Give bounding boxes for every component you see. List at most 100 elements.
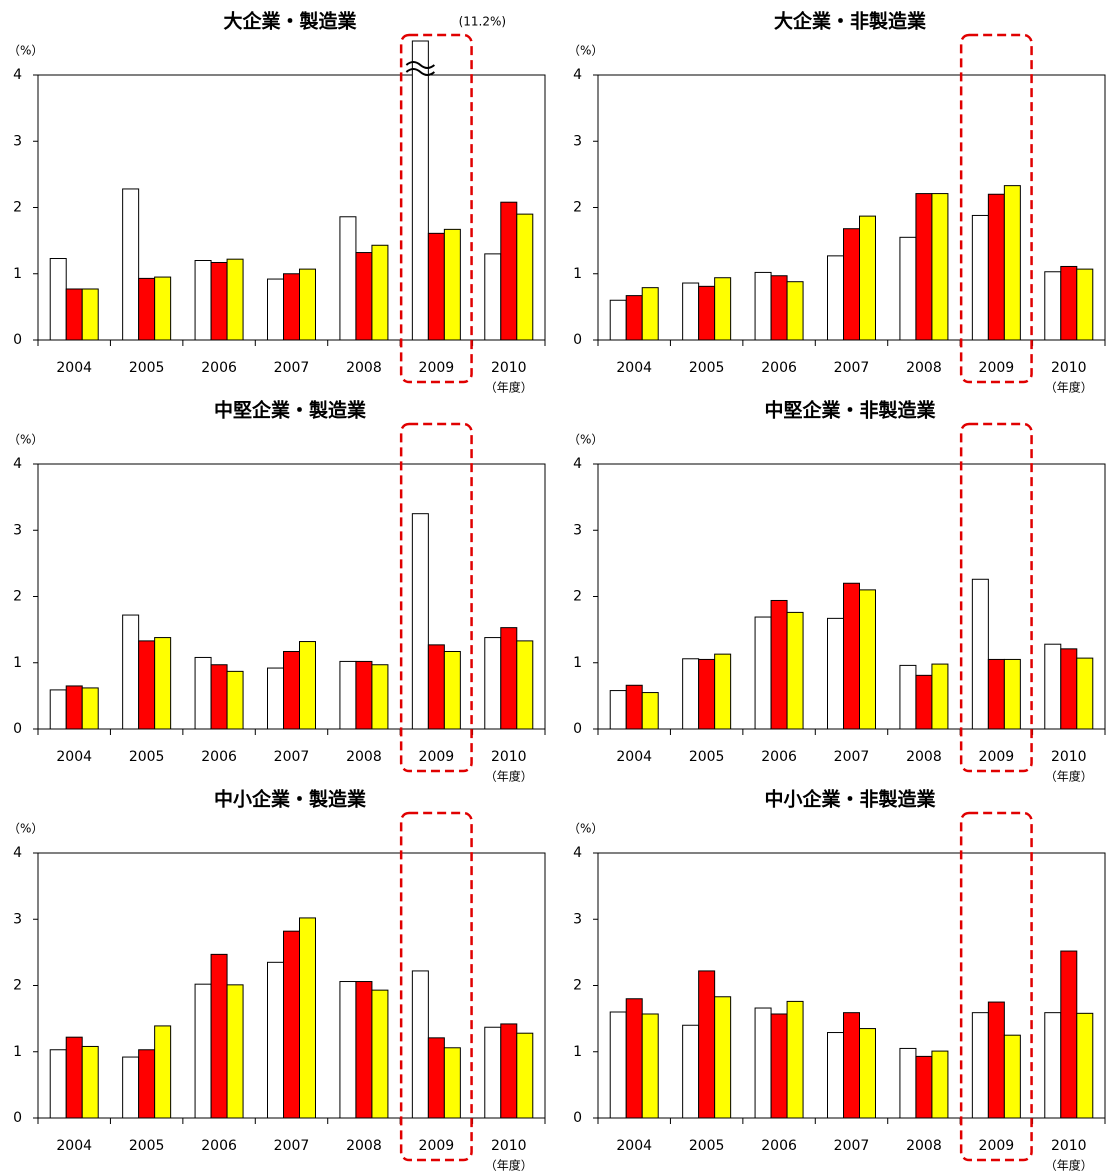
- bar: [371, 664, 389, 730]
- bar: [355, 981, 373, 1119]
- bar: [500, 1023, 518, 1119]
- bar: [443, 228, 461, 341]
- y-tick-label: 4: [573, 456, 582, 472]
- x-tick-label: 2005: [129, 749, 165, 765]
- y-tick-label: 2: [13, 589, 22, 605]
- bar: [516, 640, 534, 730]
- bar: [299, 917, 316, 1119]
- bar: [625, 684, 643, 730]
- bar: [138, 640, 156, 730]
- bar: [339, 660, 357, 730]
- bar: [682, 658, 700, 730]
- bar: [915, 1055, 933, 1119]
- bar: [81, 687, 99, 730]
- bar: [49, 1049, 67, 1119]
- bar: [194, 260, 212, 341]
- bar: [411, 970, 429, 1119]
- axis-break: [405, 61, 436, 69]
- bar: [371, 989, 389, 1119]
- x-tick-label: 2008: [906, 360, 942, 376]
- bar: [770, 599, 788, 730]
- bar: [770, 275, 788, 341]
- bar: [65, 288, 83, 341]
- bar: [122, 188, 140, 341]
- plot-frame: [38, 852, 546, 1118]
- bar: [899, 236, 917, 341]
- x-tick-label: 2010: [1051, 749, 1087, 765]
- bar: [371, 244, 389, 341]
- bar: [516, 213, 534, 341]
- bar: [81, 288, 99, 341]
- bar: [411, 513, 429, 730]
- bar: [226, 258, 244, 341]
- bar: [859, 215, 876, 341]
- y-tick-label: 1: [573, 1044, 582, 1060]
- x-tick-label: 2004: [56, 360, 92, 376]
- bar: [987, 658, 1005, 730]
- x-tick-label: 2010: [491, 360, 527, 376]
- bar: [609, 1011, 627, 1119]
- y-unit-label: （%）: [8, 822, 43, 836]
- x-tick-label: 2008: [906, 749, 942, 765]
- x-tick-label: 2004: [616, 749, 652, 765]
- y-tick-label: 3: [573, 133, 582, 149]
- bar: [267, 278, 284, 341]
- bar: [786, 611, 804, 730]
- bar: [138, 1049, 156, 1119]
- bar: [411, 40, 429, 341]
- bar: [49, 689, 67, 730]
- chart-title: 中小企業・非製造業: [764, 788, 936, 811]
- x-tick-label: 2010: [491, 749, 527, 765]
- y-tick-label: 0: [573, 332, 582, 348]
- bar: [931, 193, 949, 341]
- bar: [625, 998, 643, 1119]
- bar: [971, 1012, 989, 1119]
- bar: [859, 1028, 876, 1119]
- highlight-box: [959, 33, 1033, 384]
- bar: [625, 295, 643, 341]
- bar: [49, 258, 67, 341]
- bar: [987, 1001, 1005, 1119]
- y-tick-label: 4: [573, 67, 582, 83]
- x-unit-label: （年度）: [1045, 769, 1093, 784]
- x-tick-label: 2007: [834, 749, 870, 765]
- bar: [1003, 1034, 1021, 1119]
- y-unit-label: （%）: [568, 822, 603, 836]
- bar: [682, 282, 700, 341]
- y-unit-label: （%）: [568, 44, 603, 58]
- y-tick-label: 3: [13, 133, 22, 149]
- bar: [1003, 185, 1021, 341]
- bar: [827, 1032, 844, 1119]
- y-unit-label: （%）: [568, 433, 603, 447]
- x-unit-label: （年度）: [1045, 380, 1093, 395]
- x-tick-label: 2009: [419, 749, 455, 765]
- x-tick-label: 2008: [346, 360, 382, 376]
- plot-frame: [598, 74, 1106, 340]
- bar: [987, 193, 1005, 341]
- bar: [1060, 950, 1078, 1119]
- x-tick-label: 2004: [616, 1138, 652, 1154]
- bar: [484, 253, 502, 341]
- bar: [1060, 648, 1078, 730]
- bar: [154, 637, 172, 730]
- highlight-box: [959, 811, 1033, 1162]
- bar: [226, 984, 244, 1119]
- bar: [283, 273, 300, 341]
- bar: [267, 667, 284, 730]
- x-tick-label: 2006: [201, 360, 237, 376]
- chart-title: 中小企業・製造業: [214, 788, 367, 811]
- bar: [641, 287, 659, 341]
- y-tick-label: 1: [573, 266, 582, 282]
- bar: [427, 644, 445, 730]
- chart-title: 中堅企業・非製造業: [764, 399, 936, 422]
- bar: [698, 658, 716, 730]
- x-tick-label: 2006: [201, 749, 237, 765]
- axis-break: [405, 68, 436, 76]
- bar: [1044, 1012, 1062, 1119]
- bar: [931, 1050, 949, 1119]
- bar: [138, 277, 156, 341]
- bar: [1076, 268, 1094, 341]
- highlight-box: [399, 811, 473, 1162]
- bar: [500, 201, 518, 341]
